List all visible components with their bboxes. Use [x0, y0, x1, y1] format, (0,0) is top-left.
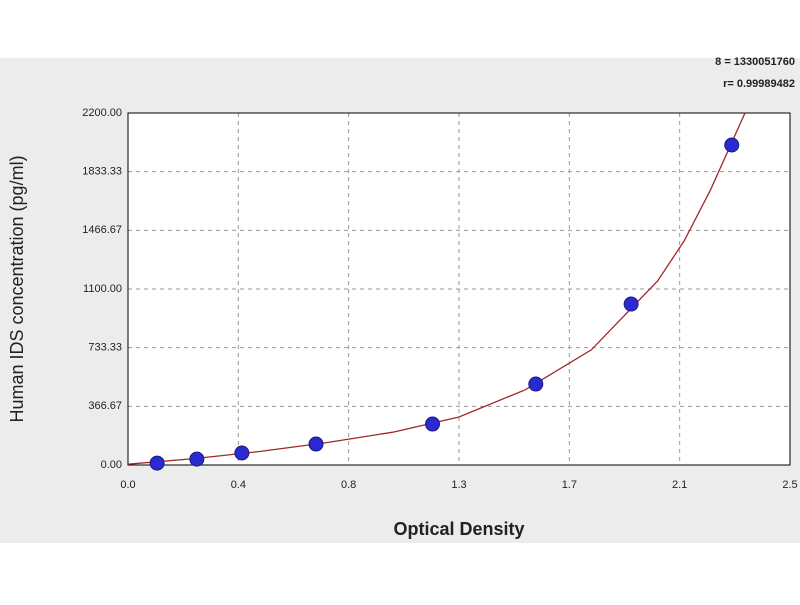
y-tick-label: 733.33 [88, 342, 122, 354]
data-point [149, 455, 165, 471]
annotation: r= 0.99989482 [723, 78, 795, 90]
data-point [528, 376, 544, 392]
x-axis-label: Optical Density [393, 519, 524, 539]
plot-border [127, 112, 791, 466]
data-point [724, 137, 740, 153]
x-tick-label: 0.4 [231, 479, 246, 491]
x-tick-label: 2.1 [672, 479, 687, 491]
y-tick-label: 366.67 [88, 400, 122, 412]
y-tick-label: 0.00 [101, 459, 122, 471]
fit-curve [127, 112, 746, 465]
x-tick-label: 0.8 [341, 479, 356, 491]
data-point [623, 296, 639, 312]
y-axis-label: Human IDS concentration (pg/ml) [7, 155, 27, 422]
x-tick-label: 0.0 [120, 479, 135, 491]
y-tick-label: 2200.00 [82, 107, 122, 119]
y-tick-label: 1466.67 [82, 224, 122, 236]
data-point [425, 416, 441, 432]
y-tick-label: 1833.33 [82, 166, 122, 178]
data-point [308, 436, 324, 452]
data-point [189, 451, 205, 467]
x-tick-label: 2.5 [782, 479, 797, 491]
y-tick-label: 1100.00 [83, 283, 122, 295]
x-tick-label: 1.3 [451, 479, 466, 491]
annotation: 8 = 1330051760 [715, 56, 795, 68]
data-point [234, 445, 250, 461]
x-tick-label: 1.7 [562, 479, 577, 491]
